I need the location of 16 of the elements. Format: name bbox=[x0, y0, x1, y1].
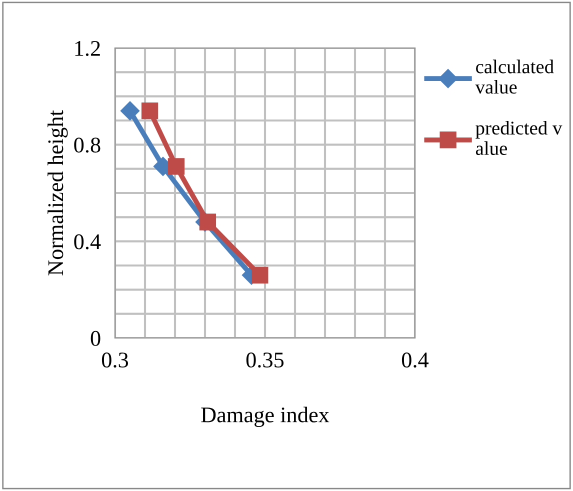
point bbox=[252, 266, 268, 284]
point bbox=[168, 158, 185, 175]
x-axis-title: Damage index bbox=[201, 406, 330, 427]
point bbox=[120, 101, 140, 120]
x-tick-label: 0.4 bbox=[402, 352, 429, 368]
point bbox=[199, 214, 216, 230]
y-tick-label: 0 bbox=[90, 330, 100, 346]
y-tick-label: 0.4 bbox=[74, 234, 101, 250]
legend-label: calculated value bbox=[475, 60, 554, 94]
x-tick-label: 0.3 bbox=[102, 352, 128, 368]
point bbox=[141, 102, 158, 120]
y-tick-label: 0.8 bbox=[74, 138, 100, 153]
x-tick-label: 0.35 bbox=[246, 352, 284, 368]
y-tick-label: 1.2 bbox=[75, 40, 100, 56]
legend-label: predicted value bbox=[476, 120, 562, 155]
y-axis-title: Normalized height bbox=[48, 110, 68, 276]
